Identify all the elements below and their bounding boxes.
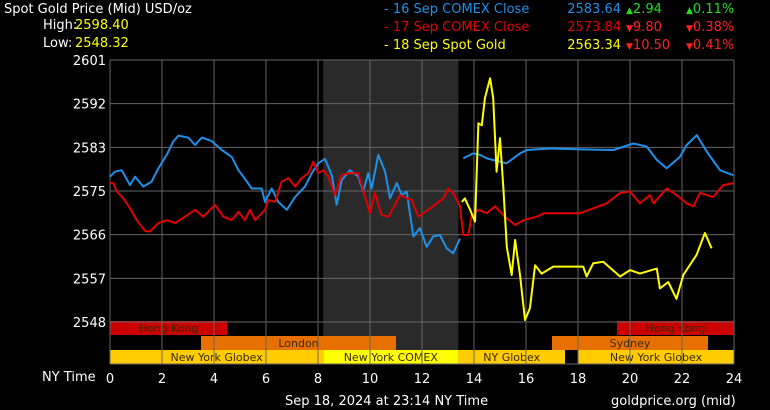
x-tick-label: 18 (570, 372, 587, 387)
x-tick-label: 8 (314, 372, 322, 387)
x-tick-label: 2 (158, 372, 166, 387)
session-label: Hong Kong (646, 322, 706, 335)
legend-price: 2583.64 (567, 2, 621, 17)
arrow-down-icon: ▼ (686, 42, 693, 52)
y-tick-label: 2548 (73, 316, 106, 331)
arrow-down-icon: ▼ (626, 42, 633, 52)
session-label: Hong Kong (139, 322, 199, 335)
session-label: NY Globex (483, 351, 540, 364)
x-tick-label: 10 (362, 372, 379, 387)
y-tick-label: 2557 (73, 272, 106, 287)
series-line-18-sep-spot-gold (461, 77, 713, 321)
session-bar (323, 350, 459, 364)
y-tick-label: 2592 (73, 98, 106, 113)
chart-title: Spot Gold Price (Mid) USD/oz (4, 2, 192, 17)
high-label: High: (43, 18, 78, 33)
series-line-17-sep-comex-close (110, 160, 734, 236)
y-tick-label: 2575 (73, 185, 106, 200)
legend-change-value: 2.94 (632, 2, 662, 17)
session-bar (110, 321, 227, 335)
legend-pct: ▼0.38% (686, 20, 734, 37)
series-line-16-sep-comex-close (109, 134, 461, 255)
source-label: goldprice.org (mid) (611, 394, 736, 409)
session-bar (201, 336, 396, 350)
x-tick-label: 14 (466, 372, 483, 387)
x-tick-label: 4 (210, 372, 218, 387)
legend-pct: ▲0.11% (686, 2, 734, 19)
x-axis-label: NY Time (42, 370, 96, 385)
y-tick-label: 2583 (73, 141, 106, 156)
low-value: 2548.32 (75, 36, 129, 51)
legend-pct-value: 0.11% (692, 2, 735, 17)
x-tick-label: 16 (518, 372, 535, 387)
legend-price: 2563.34 (567, 38, 621, 53)
series-line-16-sep-comex-close (462, 134, 734, 177)
session-bar (458, 350, 565, 364)
low-label: Low: (43, 36, 73, 51)
legend-price: 2573.84 (567, 20, 621, 35)
legend-pct-value: 0.41% (692, 38, 735, 53)
legend-label: - 18 Sep Spot Gold (384, 38, 506, 53)
x-tick-label: 20 (622, 372, 639, 387)
legend-change-value: 10.50 (632, 38, 671, 53)
x-tick-label: 0 (106, 372, 114, 387)
x-tick-label: 6 (262, 372, 270, 387)
arrow-up-icon: ▲ (686, 6, 693, 16)
legend-pct: ▼0.41% (686, 38, 734, 55)
legend-change: ▼9.80 (626, 20, 662, 37)
legend-change: ▼10.50 (626, 38, 670, 55)
y-tick-label: 2566 (73, 229, 106, 244)
session-label: London (278, 337, 318, 350)
session-bar (578, 350, 734, 364)
session-label: New York Globex (610, 351, 703, 364)
session-bar (617, 321, 734, 335)
timestamp: Sep 18, 2024 at 23:14 NY Time (285, 394, 489, 409)
x-tick-label: 12 (414, 372, 431, 387)
x-tick-label: 24 (726, 372, 743, 387)
legend-label: - 16 Sep COMEX Close (384, 2, 530, 17)
legend-pct-value: 0.38% (692, 20, 735, 35)
y-tick-label: 2601 (73, 54, 106, 69)
session-label: New York Globex (170, 351, 263, 364)
session-bar (110, 350, 324, 364)
arrow-down-icon: ▼ (686, 24, 693, 34)
session-label: New York COMEX (344, 351, 439, 364)
legend-change-value: 9.80 (632, 20, 662, 35)
arrow-up-icon: ▲ (626, 6, 633, 16)
legend-change: ▲2.94 (626, 2, 662, 19)
high-value: 2598.40 (75, 18, 129, 33)
x-tick-label: 22 (674, 372, 691, 387)
legend-label: - 17 Sep COMEX Close (384, 20, 530, 35)
arrow-down-icon: ▼ (626, 24, 633, 34)
